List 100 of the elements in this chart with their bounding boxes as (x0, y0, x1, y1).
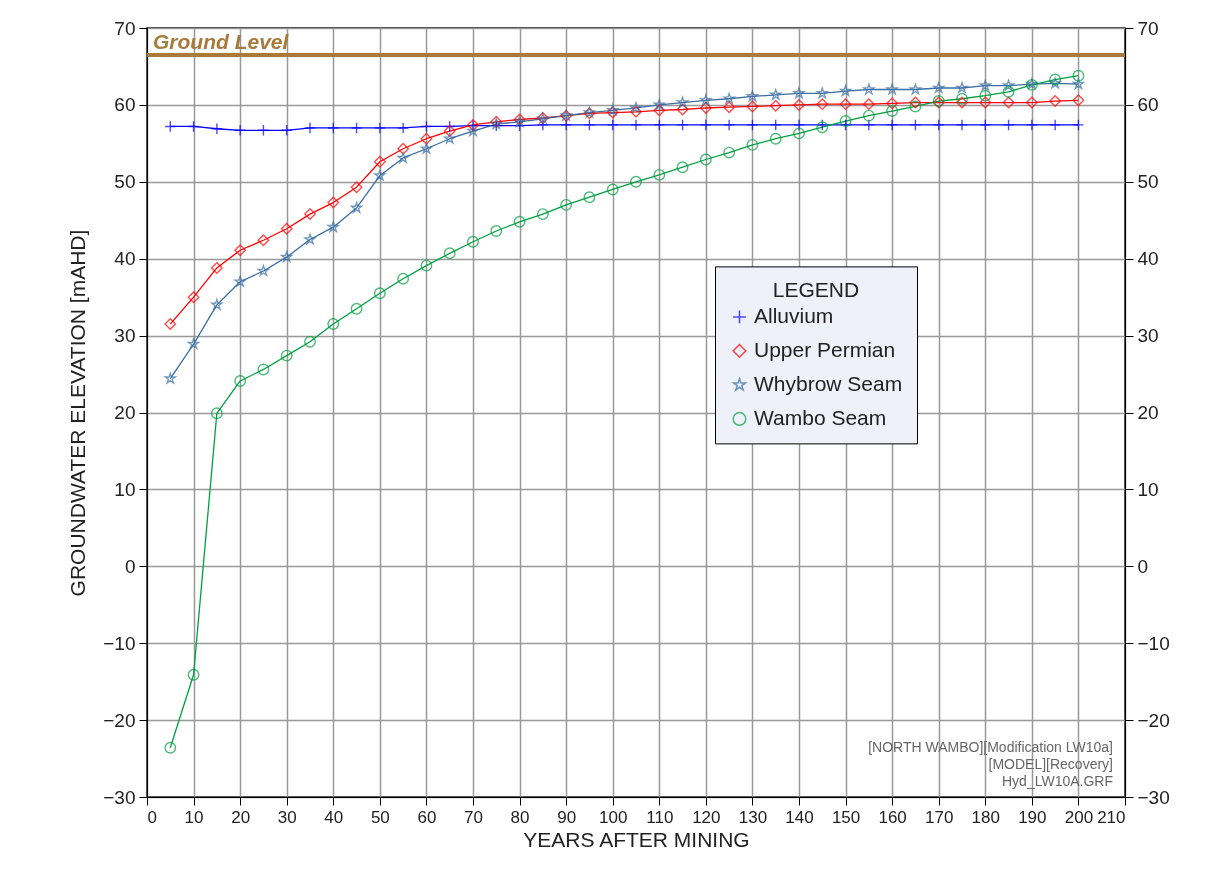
x-tick-label: 130 (738, 807, 768, 827)
point (1049, 77, 1061, 89)
point (653, 168, 666, 181)
point (187, 291, 200, 304)
y-tick-label: 60 (114, 94, 136, 116)
x-tick-label: 160 (878, 807, 907, 827)
point (257, 234, 270, 247)
point (1072, 94, 1085, 107)
point (979, 118, 992, 131)
point (909, 118, 922, 131)
point (583, 118, 596, 131)
x-tick-label: 70 (464, 807, 483, 827)
point (210, 122, 223, 135)
y2-tick-label: 0 (1137, 555, 1149, 577)
x-tick-label: 10 (184, 807, 204, 827)
point (699, 102, 712, 114)
point (560, 118, 573, 131)
point (630, 105, 642, 118)
point (467, 235, 479, 248)
point (560, 198, 573, 211)
point (956, 96, 968, 109)
y-tick-label: 10 (114, 478, 136, 500)
x-tick-label: 40 (324, 807, 344, 827)
y2-tick-label: 60 (1137, 94, 1159, 116)
point (862, 109, 875, 122)
x-tick-label: 140 (785, 807, 814, 827)
y2-tick-label: −10 (1137, 632, 1170, 654)
point (816, 98, 829, 111)
point (513, 119, 526, 132)
legend-title: LEGEND (772, 278, 860, 302)
point (932, 118, 945, 131)
point (746, 118, 759, 131)
point (327, 318, 340, 330)
point (630, 175, 642, 188)
y2-tick-label: 20 (1137, 402, 1159, 423)
point (630, 118, 642, 131)
point (350, 181, 363, 194)
point (723, 118, 736, 131)
point (956, 92, 968, 105)
point (1025, 118, 1038, 131)
point (513, 215, 526, 228)
point (746, 90, 759, 102)
point (793, 98, 805, 111)
y2-tick-label: 40 (1137, 248, 1159, 270)
point (234, 375, 247, 387)
point (304, 122, 316, 134)
point (420, 259, 433, 272)
y-tick-label: 0 (124, 555, 136, 577)
y2-tick-label: −30 (1137, 786, 1170, 808)
point (443, 125, 456, 137)
point (350, 122, 363, 134)
point (397, 122, 410, 134)
legend-label: Whybrow Seam (754, 371, 903, 395)
point (979, 96, 992, 109)
point (397, 272, 410, 285)
point (304, 335, 316, 348)
point (467, 125, 479, 136)
point (653, 104, 666, 117)
point (234, 275, 246, 287)
point (420, 142, 433, 154)
point (956, 118, 968, 131)
point (909, 100, 922, 113)
point (723, 146, 736, 159)
point (699, 153, 712, 166)
point (606, 118, 619, 131)
point (164, 120, 177, 133)
x-tick-label: 20 (231, 807, 251, 827)
legend-label: Alluvium (754, 303, 834, 327)
x-tick-label: 50 (370, 807, 390, 827)
point (746, 138, 759, 151)
point (769, 132, 782, 145)
point (723, 92, 735, 104)
x-tick-label: 150 (831, 807, 861, 827)
point (839, 118, 852, 131)
point (443, 120, 456, 133)
point (583, 191, 596, 204)
point (839, 115, 852, 127)
point (863, 83, 875, 95)
point (793, 127, 805, 140)
point (373, 122, 386, 134)
point (397, 142, 410, 155)
x-tick-label: 110 (646, 807, 674, 827)
point (1072, 69, 1085, 82)
ref-line-label: Ground Level (153, 29, 290, 53)
point (327, 122, 340, 134)
point (886, 97, 899, 110)
point (699, 118, 712, 131)
point (909, 96, 922, 109)
y-tick-label: 50 (114, 171, 136, 193)
point (839, 98, 852, 111)
point (862, 98, 875, 111)
point (374, 169, 386, 181)
point (304, 208, 316, 221)
point (420, 120, 433, 133)
point (1072, 118, 1085, 131)
point (210, 407, 223, 420)
point (723, 101, 736, 114)
point (1049, 73, 1062, 86)
x-tick-label: 200 (1064, 807, 1094, 827)
point (210, 261, 223, 274)
